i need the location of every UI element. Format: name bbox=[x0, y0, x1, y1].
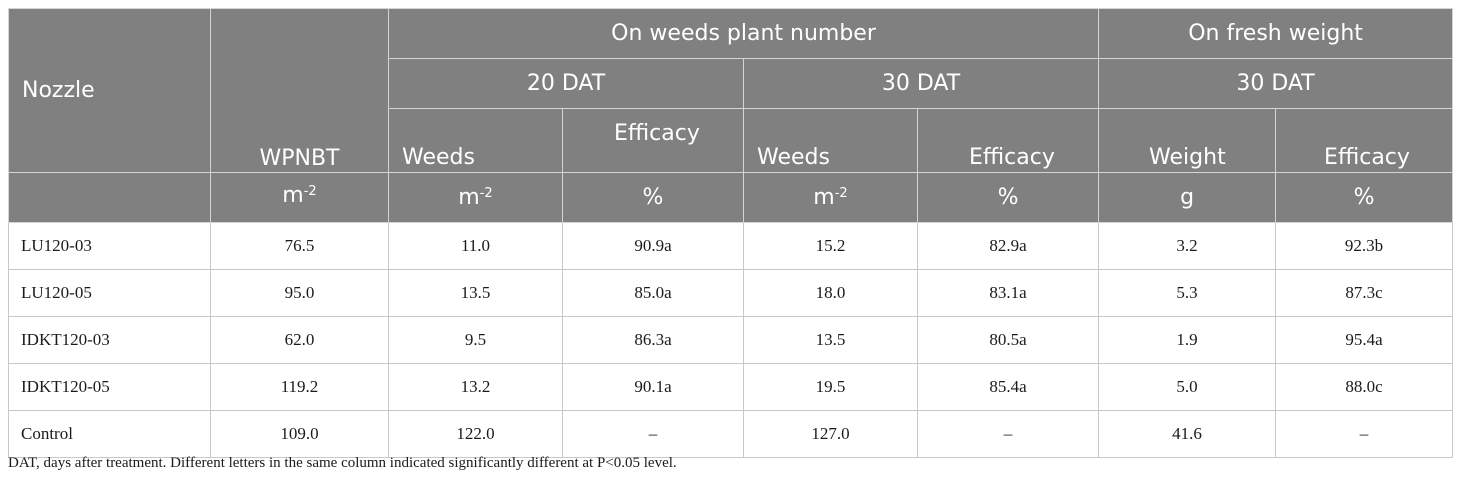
cell-weeds-20: 122.0 bbox=[388, 410, 563, 458]
header-weeds-20: Weeds bbox=[388, 108, 563, 173]
cell-efficacy-20: 90.9a bbox=[562, 222, 744, 270]
unit-weeds-30: m-2 bbox=[743, 172, 918, 223]
cell-weight: 3.2 bbox=[1098, 222, 1277, 270]
header-efficacy-30: Efficacy bbox=[916, 108, 1100, 173]
unit-efficacy-weight: % bbox=[1275, 172, 1454, 223]
header-30-dat-plant: 30 DAT bbox=[742, 58, 1100, 109]
cell-weeds-30: 127.0 bbox=[743, 410, 918, 458]
cell-efficacy-weight: 95.4a bbox=[1275, 316, 1454, 364]
unit-efficacy-20: % bbox=[562, 172, 744, 223]
header-group-plant-number: On weeds plant number bbox=[387, 8, 1100, 59]
results-table-container: Nozzle On weeds plant number On fresh we… bbox=[8, 8, 1454, 458]
results-table: Nozzle On weeds plant number On fresh we… bbox=[8, 8, 1454, 458]
cell-nozzle: IDKT120-05 bbox=[8, 363, 211, 411]
cell-efficacy-20: 90.1a bbox=[562, 363, 744, 411]
header-row-units: WPNBT m-2 m-2 % m-2 % g % bbox=[8, 148, 1454, 223]
cell-weeds-20: 11.0 bbox=[388, 222, 563, 270]
cell-weeds-30: 19.5 bbox=[743, 363, 918, 411]
table-row: LU120-03 76.5 11.0 90.9a 15.2 82.9a 3.2 … bbox=[8, 222, 1454, 270]
cell-weight: 5.3 bbox=[1098, 269, 1277, 317]
cell-wpnbt: 119.2 bbox=[210, 363, 389, 411]
cell-efficacy-weight: 87.3c bbox=[1275, 269, 1454, 317]
header-wpnbt-cell: WPNBT m-2 bbox=[210, 148, 389, 223]
cell-weeds-20: 13.5 bbox=[388, 269, 563, 317]
cell-weight: 5.0 bbox=[1098, 363, 1277, 411]
header-nozzle: Nozzle bbox=[8, 8, 211, 173]
header-30-dat-fresh: 30 DAT bbox=[1098, 58, 1454, 109]
header-row-2: 20 DAT 30 DAT 30 DAT bbox=[9, 58, 1454, 109]
header-weeds-30: Weeds bbox=[743, 108, 918, 173]
header-wpnbt: WPNBT bbox=[259, 146, 340, 171]
cell-efficacy-30: 83.1a bbox=[916, 269, 1100, 317]
header-efficacy-20: Efficacy bbox=[562, 108, 744, 173]
unit-weight: g bbox=[1098, 172, 1277, 223]
cell-nozzle: LU120-05 bbox=[8, 269, 211, 317]
table-row: IDKT120-05 119.2 13.2 90.1a 19.5 85.4a 5… bbox=[8, 363, 1454, 411]
header-20-dat: 20 DAT bbox=[388, 58, 744, 109]
cell-wpnbt: 62.0 bbox=[210, 316, 389, 364]
header-weight: Weight bbox=[1098, 108, 1277, 173]
table-row: Control 109.0 122.0 – 127.0 – 41.6 – bbox=[8, 410, 1454, 458]
unit-m-wpnbt: m-2 bbox=[282, 183, 317, 208]
cell-wpnbt: 76.5 bbox=[210, 222, 389, 270]
table-row: IDKT120-03 62.0 9.5 86.3a 13.5 80.5a 1.9… bbox=[8, 316, 1454, 364]
cell-weeds-30: 13.5 bbox=[743, 316, 918, 364]
table-footnote: DAT, days after treatment. Different let… bbox=[8, 455, 677, 471]
cell-efficacy-20: 86.3a bbox=[562, 316, 744, 364]
unit-efficacy-30: % bbox=[916, 172, 1100, 223]
cell-nozzle: Control bbox=[8, 410, 211, 458]
cell-efficacy-30: – bbox=[916, 410, 1100, 458]
cell-wpnbt: 95.0 bbox=[210, 269, 389, 317]
unit-weeds-20: m-2 bbox=[388, 172, 563, 223]
header-row-1: Nozzle On weeds plant number On fresh we… bbox=[8, 8, 1454, 173]
cell-weeds-30: 15.2 bbox=[743, 222, 918, 270]
cell-weeds-30: 18.0 bbox=[743, 269, 918, 317]
header-row-3: Weeds Efficacy Weeds Efficacy Weight Eff… bbox=[9, 108, 1454, 173]
cell-weeds-20: 9.5 bbox=[388, 316, 563, 364]
header-efficacy-weight: Efficacy bbox=[1275, 108, 1454, 173]
cell-nozzle: IDKT120-03 bbox=[8, 316, 211, 364]
cell-efficacy-30: 85.4a bbox=[916, 363, 1100, 411]
cell-weeds-20: 13.2 bbox=[388, 363, 563, 411]
cell-efficacy-weight: – bbox=[1275, 410, 1454, 458]
cell-efficacy-20: 85.0a bbox=[562, 269, 744, 317]
cell-weight: 41.6 bbox=[1098, 410, 1277, 458]
table-row: LU120-05 95.0 13.5 85.0a 18.0 83.1a 5.3 … bbox=[8, 269, 1454, 317]
cell-weight: 1.9 bbox=[1098, 316, 1277, 364]
cell-wpnbt: 109.0 bbox=[210, 410, 389, 458]
cell-efficacy-weight: 92.3b bbox=[1275, 222, 1454, 270]
header-group-fresh-weight: On fresh weight bbox=[1098, 8, 1454, 59]
cell-efficacy-20: – bbox=[562, 410, 744, 458]
header-units-blank bbox=[8, 172, 211, 223]
cell-efficacy-30: 80.5a bbox=[916, 316, 1100, 364]
cell-efficacy-weight: 88.0c bbox=[1275, 363, 1454, 411]
cell-efficacy-30: 82.9a bbox=[916, 222, 1100, 270]
cell-nozzle: LU120-03 bbox=[8, 222, 211, 270]
header-blank-wpnbt-top bbox=[210, 8, 389, 173]
